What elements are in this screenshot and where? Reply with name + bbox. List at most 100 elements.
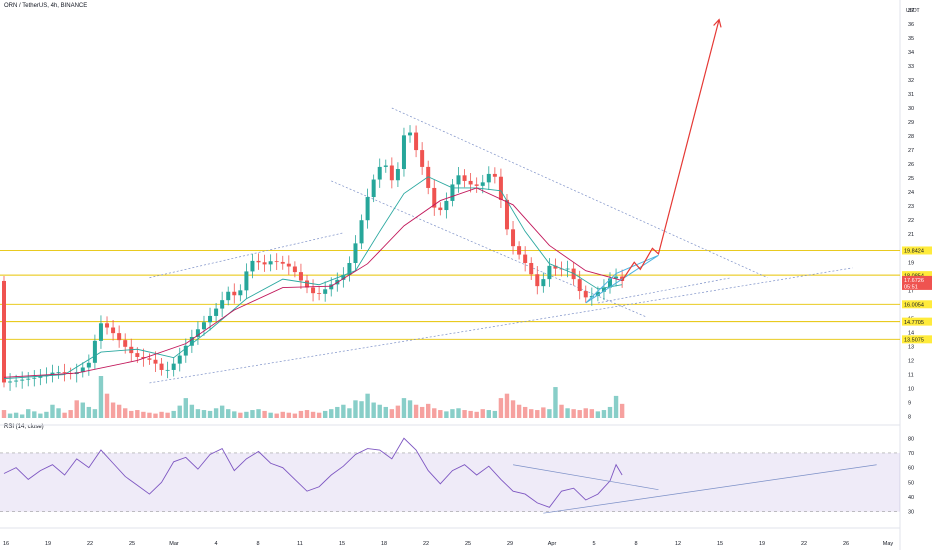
volume-bar <box>189 404 195 418</box>
price-tick-label: 30 <box>908 106 914 112</box>
candle-body <box>547 265 552 280</box>
ema-line <box>3 176 623 380</box>
price-tick-label: 29 <box>908 120 914 126</box>
candle-body <box>86 362 91 368</box>
time-axis[interactable]: 16 19 22 25 Mar 4 8 11 15 18 22 25 29 Apr 5 8 12 15 19 22 26… <box>3 541 894 547</box>
candle-body <box>111 327 116 334</box>
rsi-trendline <box>512 464 659 491</box>
candle-body <box>26 378 31 380</box>
volume-bar <box>619 403 625 418</box>
price-tick-label: 37 <box>908 8 914 14</box>
rsi-axis: 30 40 50 60 70 80 <box>908 436 914 515</box>
volume-bar <box>250 410 255 418</box>
volume-bar <box>613 395 619 418</box>
volume-bar <box>219 405 225 418</box>
volume-bar <box>341 404 346 418</box>
price-tick-label: 35 <box>908 36 914 42</box>
candle-body <box>353 243 358 263</box>
time-tick-label: 15 <box>717 541 723 547</box>
candle-body <box>201 322 206 330</box>
volume-bar <box>195 409 201 418</box>
candle-body <box>383 165 388 167</box>
candle-body <box>541 279 546 287</box>
rsi-tick-label: 30 <box>908 510 914 516</box>
candle-body <box>504 199 509 230</box>
candle-body <box>414 132 419 151</box>
volume-bar <box>577 410 582 418</box>
volume-bar <box>147 412 152 418</box>
candle-body <box>365 197 370 221</box>
volume-bar <box>601 410 607 418</box>
level-price-tag <box>902 271 932 280</box>
price-tick-label: 27 <box>908 148 914 154</box>
price-tick-label: 25 <box>908 176 914 182</box>
volume-bar <box>177 405 182 418</box>
candle-body <box>117 333 122 341</box>
candle-body <box>305 280 309 288</box>
candle-body <box>20 379 25 381</box>
volume-bar <box>571 409 576 418</box>
candle-body <box>153 359 158 364</box>
volume-bar <box>207 410 213 418</box>
volume-bar <box>426 403 431 418</box>
trendline <box>149 267 853 384</box>
rsi-tick-label: 60 <box>908 466 914 472</box>
candle-body <box>286 263 291 267</box>
price-tick-label: 34 <box>908 50 914 56</box>
trendlines[interactable] <box>149 107 853 384</box>
triangle-pattern <box>585 254 659 304</box>
volume-bar <box>347 408 352 418</box>
candle-body <box>226 291 231 301</box>
volume-bar <box>153 413 158 418</box>
candle-body <box>56 372 61 373</box>
candle-body <box>432 187 437 208</box>
level-price-tag <box>902 317 932 326</box>
rsi-pane[interactable] <box>0 437 900 514</box>
price-tick-label: 26 <box>908 162 914 168</box>
volume-bar <box>104 393 110 418</box>
volume-bar <box>450 409 455 418</box>
volume-bar <box>26 409 31 418</box>
candle-body <box>292 266 297 273</box>
trendline <box>597 277 732 304</box>
volume-bar <box>80 402 85 418</box>
volume-bar <box>444 411 449 418</box>
candle-body <box>347 262 352 275</box>
volume-bar <box>165 412 170 418</box>
candle-body <box>329 284 334 290</box>
volume-bar <box>171 410 176 418</box>
candle-body <box>492 173 497 177</box>
volume-bar <box>238 412 243 418</box>
candle-body <box>2 280 6 383</box>
volume-bar <box>201 410 207 418</box>
countdown-label: 05:51 <box>904 284 918 290</box>
volume-bar <box>595 411 601 418</box>
candle-body <box>474 184 479 186</box>
trendline <box>149 232 344 279</box>
candle-body <box>220 300 225 309</box>
level-price-tag <box>902 246 932 255</box>
volume-bar <box>438 410 443 418</box>
volume-bar <box>50 404 55 418</box>
projection-drawing[interactable] <box>585 18 722 304</box>
time-tick-label: 19 <box>759 541 765 547</box>
candle-body <box>371 179 376 198</box>
candle-body <box>444 200 449 211</box>
current-price-label: 17.6726 <box>904 278 924 284</box>
volume-bar <box>486 410 491 418</box>
candle-body <box>595 291 600 296</box>
candle-body <box>583 291 588 298</box>
horizontal-levels[interactable] <box>0 250 900 340</box>
rsi-trendline <box>543 464 877 514</box>
volume-bar <box>589 409 595 418</box>
price-tick-label: 21 <box>908 232 914 238</box>
candle-body <box>232 291 237 296</box>
candle-body <box>608 278 612 288</box>
price-axis[interactable]: 8910111213141516171819202122232425262728… <box>902 8 932 421</box>
volume-bar <box>547 409 552 418</box>
volume-bar <box>13 412 19 418</box>
candle-body <box>165 369 170 371</box>
rsi-band <box>0 452 900 512</box>
price-tick-label: 33 <box>908 64 914 70</box>
